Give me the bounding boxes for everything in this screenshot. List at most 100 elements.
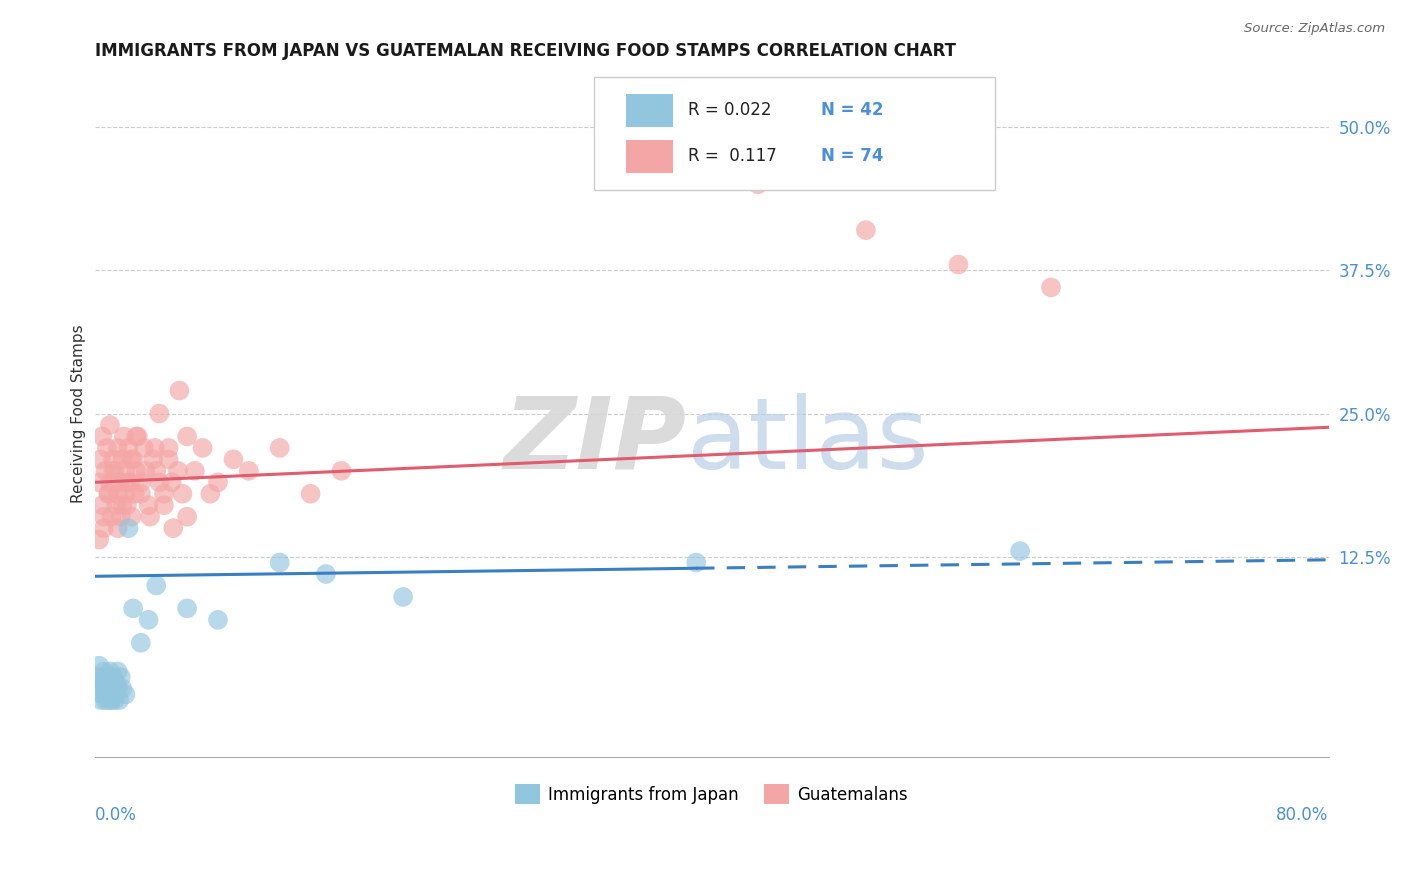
Point	[91, 687, 114, 701]
Point	[121, 509, 143, 524]
Point	[207, 475, 229, 490]
Text: atlas: atlas	[688, 392, 928, 490]
Point	[93, 509, 115, 524]
Point	[105, 676, 128, 690]
Text: ZIP: ZIP	[503, 392, 688, 490]
Point	[115, 498, 138, 512]
Point	[176, 601, 198, 615]
Point	[96, 441, 118, 455]
Point	[176, 509, 198, 524]
Point	[100, 509, 122, 524]
Point	[89, 681, 111, 696]
Point	[330, 464, 353, 478]
Point	[122, 452, 145, 467]
Point	[111, 452, 134, 467]
Point	[101, 687, 124, 701]
Point	[110, 509, 132, 524]
Point	[97, 487, 120, 501]
Point	[1010, 544, 1032, 558]
Point	[107, 521, 129, 535]
Point	[125, 429, 148, 443]
Point	[91, 498, 114, 512]
Point	[184, 464, 207, 478]
Point	[101, 452, 124, 467]
Point	[96, 687, 118, 701]
Point	[94, 464, 117, 478]
Point	[315, 566, 337, 581]
Point	[222, 452, 245, 467]
Point	[89, 533, 111, 547]
Point	[162, 521, 184, 535]
Point	[148, 475, 170, 490]
Point	[104, 681, 127, 696]
Point	[129, 475, 152, 490]
Point	[685, 556, 707, 570]
Point	[191, 441, 214, 455]
Point	[101, 670, 124, 684]
Point	[91, 429, 114, 443]
Point	[91, 670, 114, 684]
Point	[121, 452, 143, 467]
Point	[114, 487, 136, 501]
Point	[90, 676, 112, 690]
Point	[98, 665, 121, 679]
Point	[1039, 280, 1062, 294]
Point	[142, 452, 165, 467]
Text: 80.0%: 80.0%	[1277, 805, 1329, 823]
Point	[107, 681, 129, 696]
Y-axis label: Receiving Food Stamps: Receiving Food Stamps	[72, 324, 86, 503]
Point	[98, 417, 121, 432]
FancyBboxPatch shape	[595, 77, 995, 190]
Point	[94, 693, 117, 707]
Point	[93, 521, 115, 535]
Point	[114, 687, 136, 701]
Point	[200, 487, 222, 501]
Text: IMMIGRANTS FROM JAPAN VS GUATEMALAN RECEIVING FOOD STAMPS CORRELATION CHART: IMMIGRANTS FROM JAPAN VS GUATEMALAN RECE…	[94, 42, 956, 60]
Point	[132, 441, 155, 455]
Point	[104, 693, 127, 707]
Point	[153, 487, 176, 501]
Point	[747, 178, 769, 192]
Point	[148, 407, 170, 421]
Point	[948, 258, 970, 272]
Point	[114, 464, 136, 478]
Text: 0.0%: 0.0%	[94, 805, 136, 823]
Point	[97, 487, 120, 501]
Point	[157, 452, 180, 467]
Point	[129, 487, 152, 501]
Point	[96, 670, 118, 684]
Point	[207, 613, 229, 627]
Point	[392, 590, 415, 604]
Point	[90, 452, 112, 467]
Point	[89, 658, 111, 673]
Point	[238, 464, 260, 478]
Point	[169, 384, 191, 398]
Point	[176, 429, 198, 443]
Point	[122, 601, 145, 615]
Point	[107, 665, 129, 679]
FancyBboxPatch shape	[627, 140, 673, 173]
Point	[139, 509, 162, 524]
Text: R =  0.117: R = 0.117	[688, 147, 778, 165]
Point	[98, 681, 121, 696]
Point	[100, 676, 122, 690]
Point	[143, 441, 166, 455]
Text: Source: ZipAtlas.com: Source: ZipAtlas.com	[1244, 22, 1385, 36]
Point	[90, 693, 112, 707]
Point	[138, 613, 160, 627]
Point	[104, 464, 127, 478]
Point	[101, 464, 124, 478]
Text: N = 74: N = 74	[821, 147, 884, 165]
Point	[111, 498, 134, 512]
Point	[86, 670, 108, 684]
Point	[160, 475, 183, 490]
Point	[94, 681, 117, 696]
Point	[269, 441, 291, 455]
Point	[110, 670, 132, 684]
Point	[117, 521, 139, 535]
Point	[134, 464, 156, 478]
Point	[117, 441, 139, 455]
Point	[124, 487, 146, 501]
Point	[269, 556, 291, 570]
Point	[118, 475, 141, 490]
